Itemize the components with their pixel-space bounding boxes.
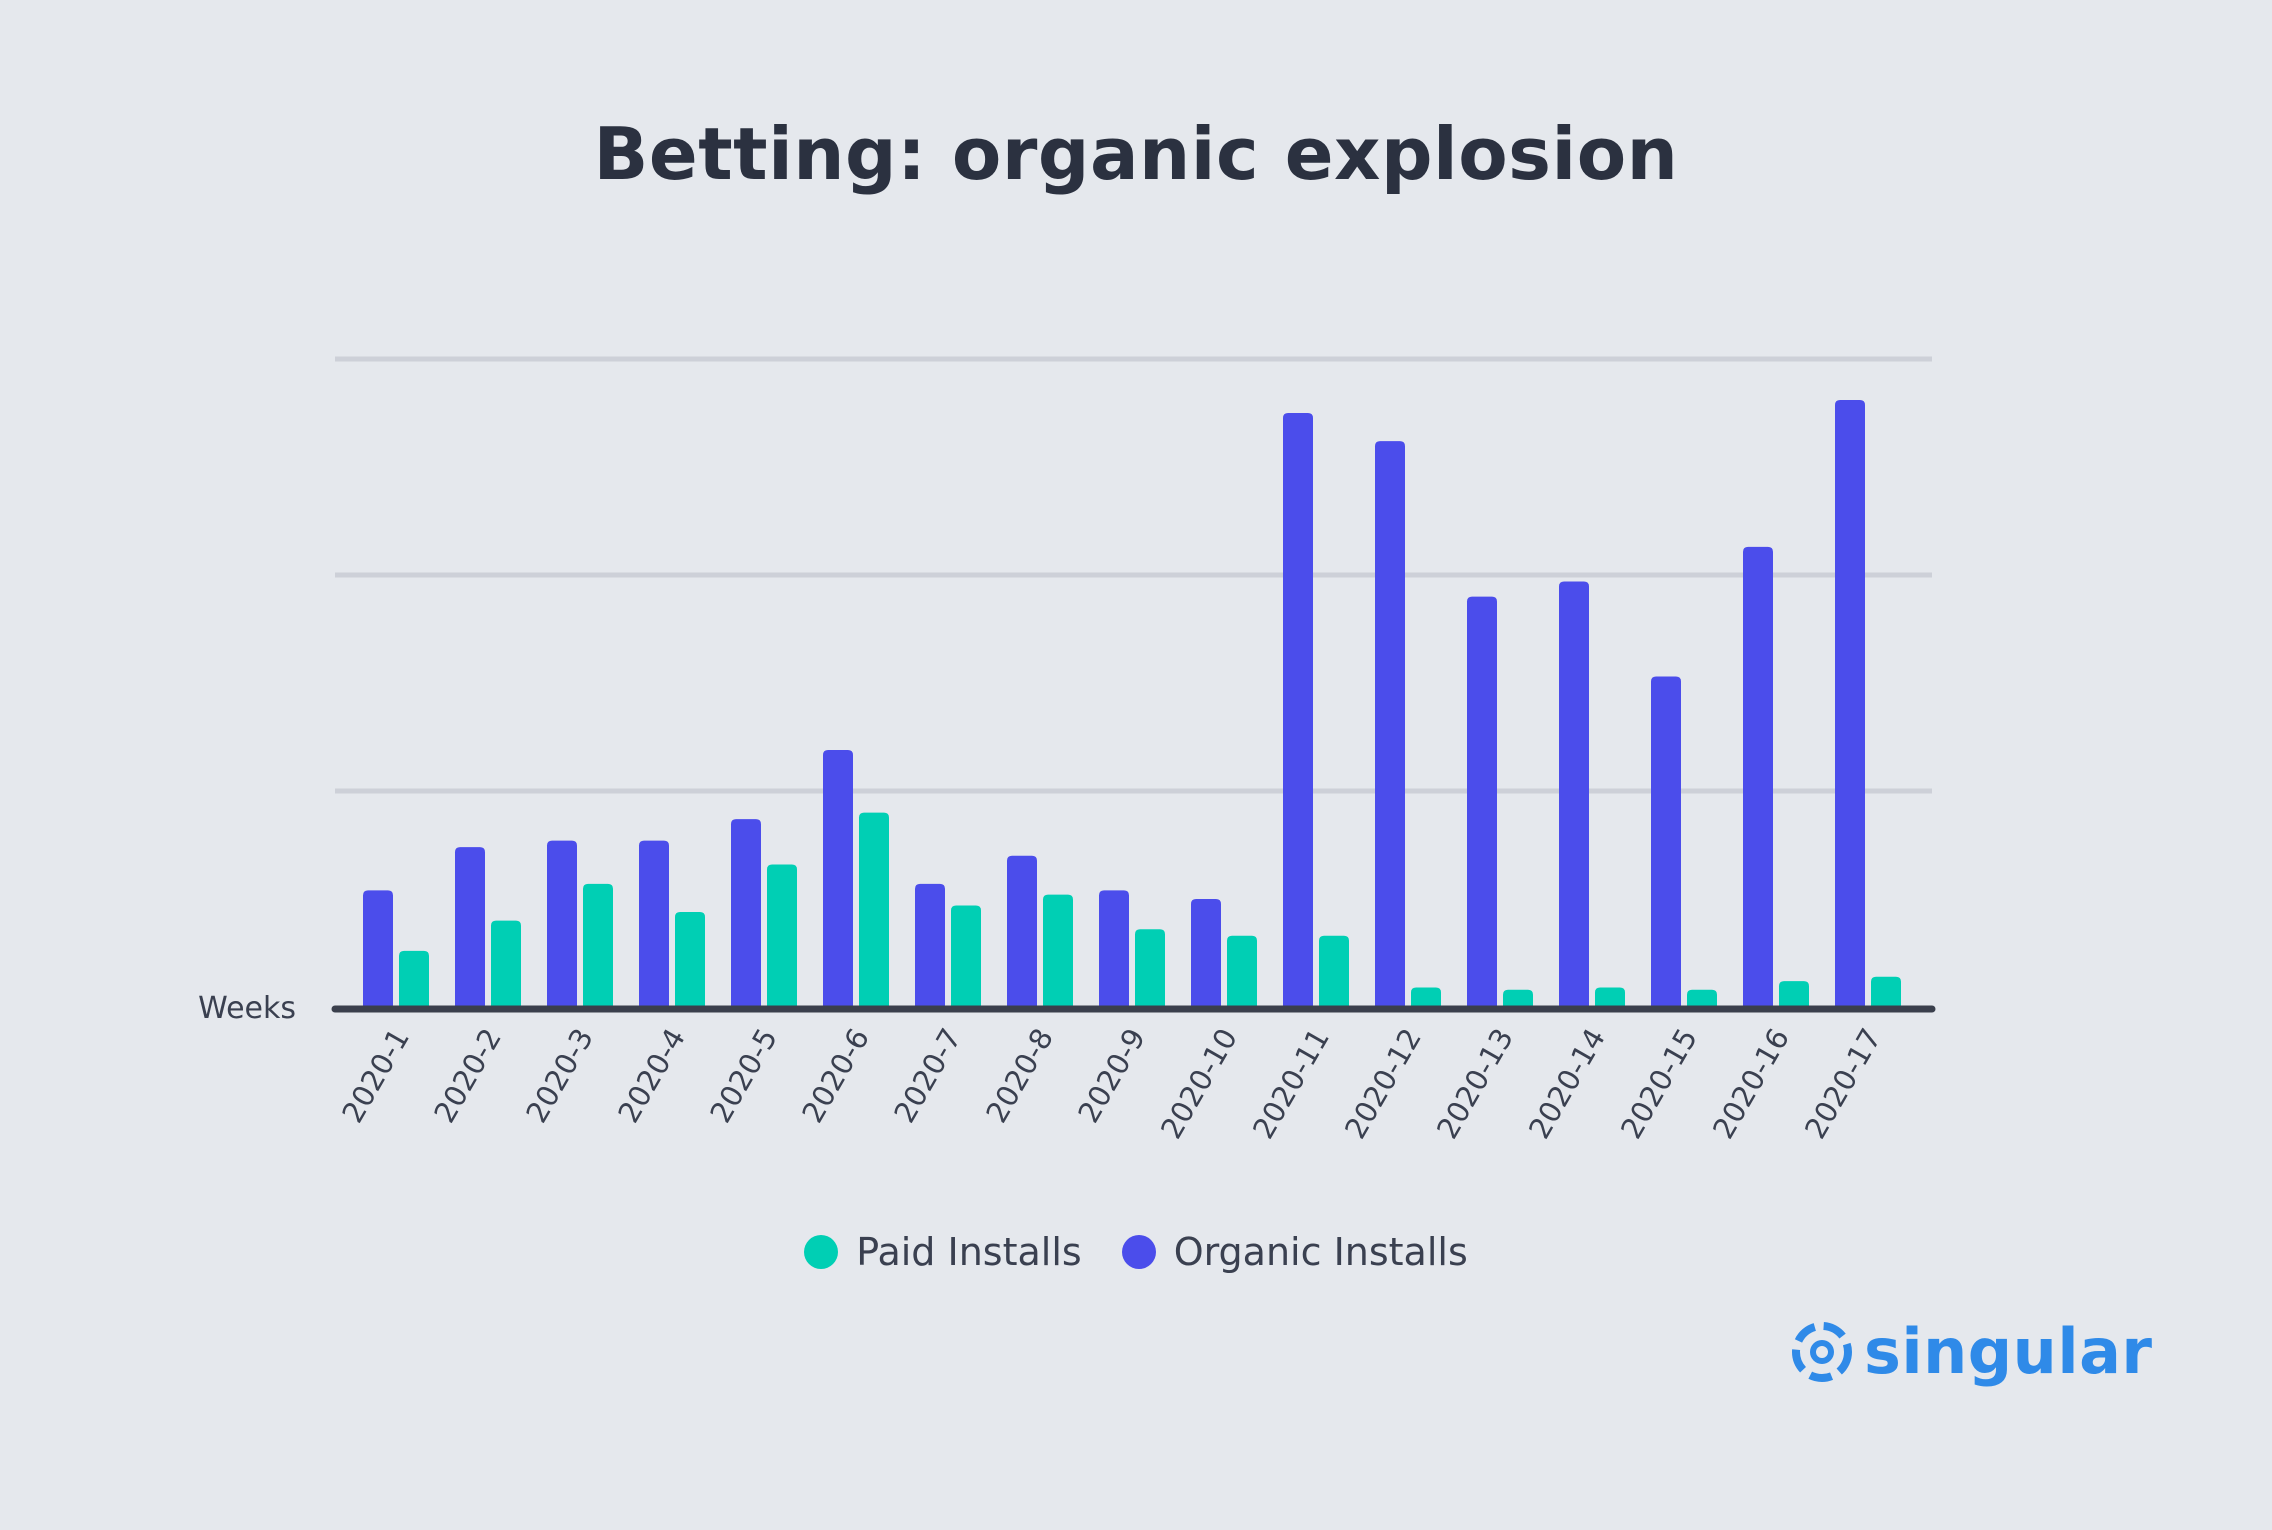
bar-organic-2020-4[interactable] <box>639 840 669 1007</box>
x-tick-label: 2020-11 <box>1246 1023 1336 1145</box>
bar-organic-2020-1[interactable] <box>363 890 393 1007</box>
chart-title: Betting: organic explosion <box>593 112 1679 196</box>
x-tick-label: 2020-8 <box>979 1023 1060 1129</box>
x-tick-label: 2020-9 <box>1071 1023 1152 1129</box>
bar-paid-2020-1[interactable] <box>399 950 429 1007</box>
x-tick-label: 2020-7 <box>887 1023 968 1129</box>
bar-organic-2020-3[interactable] <box>547 840 577 1007</box>
singular-logo-icon <box>1792 1321 1852 1382</box>
bars <box>363 400 1901 1008</box>
bar-organic-2020-15[interactable] <box>1651 676 1681 1007</box>
x-axis-label: Weeks <box>198 991 296 1026</box>
bar-paid-2020-6[interactable] <box>859 812 889 1007</box>
bar-organic-2020-14[interactable] <box>1559 581 1589 1007</box>
x-tick-label: 2020-17 <box>1798 1023 1888 1145</box>
bar-paid-2020-5[interactable] <box>767 864 797 1007</box>
x-tick-label: 2020-2 <box>427 1023 508 1129</box>
legend-dot-paid-icon <box>804 1235 839 1269</box>
x-tick-label: 2020-6 <box>795 1023 876 1129</box>
bar-paid-2020-16[interactable] <box>1779 981 1809 1007</box>
bar-organic-2020-9[interactable] <box>1099 890 1129 1007</box>
bar-paid-2020-4[interactable] <box>675 911 705 1007</box>
bar-organic-2020-11[interactable] <box>1283 413 1313 1007</box>
bar-paid-2020-11[interactable] <box>1319 935 1349 1007</box>
bar-paid-2020-15[interactable] <box>1687 989 1717 1007</box>
bar-organic-2020-16[interactable] <box>1743 546 1773 1007</box>
x-tick-label: 2020-16 <box>1706 1023 1796 1145</box>
bar-organic-2020-10[interactable] <box>1191 899 1221 1007</box>
bar-paid-2020-10[interactable] <box>1227 935 1257 1007</box>
legend-dot-organic-icon <box>1121 1235 1156 1269</box>
bar-organic-2020-6[interactable] <box>823 749 853 1007</box>
x-tick-label: 2020-14 <box>1522 1023 1612 1145</box>
bar-paid-2020-2[interactable] <box>491 920 521 1007</box>
x-tick-label: 2020-13 <box>1430 1023 1520 1145</box>
legend-label-paid: Paid Installs <box>856 1230 1082 1274</box>
brand-logo: singular <box>1790 1315 2152 1388</box>
bar-paid-2020-9[interactable] <box>1135 929 1165 1007</box>
x-tick-label: 2020-10 <box>1154 1023 1244 1145</box>
bar-paid-2020-8[interactable] <box>1043 894 1073 1007</box>
bar-organic-2020-13[interactable] <box>1467 596 1497 1007</box>
x-tick-label: 2020-3 <box>519 1023 600 1129</box>
x-tick-label: 2020-15 <box>1614 1023 1704 1145</box>
legend-item-paid[interactable]: Paid Installs <box>804 1230 1082 1274</box>
bar-organic-2020-12[interactable] <box>1375 441 1405 1008</box>
bar-paid-2020-14[interactable] <box>1595 987 1625 1007</box>
x-tick-label: 2020-1 <box>335 1023 416 1129</box>
bar-organic-2020-8[interactable] <box>1007 855 1037 1007</box>
x-tick-labels: 2020-1 2020-2 2020-3 2020-4 2020-5 2020-6 2020… <box>335 1023 1888 1145</box>
x-tick-label: 2020-5 <box>703 1023 784 1129</box>
bar-organic-2020-5[interactable] <box>731 819 761 1007</box>
x-tick-label: 2020-4 <box>611 1023 692 1129</box>
bar-paid-2020-13[interactable] <box>1503 989 1533 1007</box>
legend: Paid Installs Organic Installs <box>0 1230 2272 1274</box>
bar-paid-2020-3[interactable] <box>583 883 613 1007</box>
bar-paid-2020-7[interactable] <box>951 905 981 1007</box>
legend-label-organic: Organic Installs <box>1173 1230 1468 1274</box>
brand-name: singular <box>1864 1315 2153 1388</box>
bar-organic-2020-17[interactable] <box>1835 400 1865 1007</box>
legend-item-organic[interactable]: Organic Installs <box>1121 1230 1468 1274</box>
gridlines <box>335 356 1932 794</box>
bar-organic-2020-7[interactable] <box>915 883 945 1007</box>
x-tick-label: 2020-12 <box>1338 1023 1428 1145</box>
bar-organic-2020-2[interactable] <box>455 847 485 1007</box>
bar-paid-2020-17[interactable] <box>1871 976 1901 1007</box>
bar-paid-2020-12[interactable] <box>1411 987 1441 1007</box>
